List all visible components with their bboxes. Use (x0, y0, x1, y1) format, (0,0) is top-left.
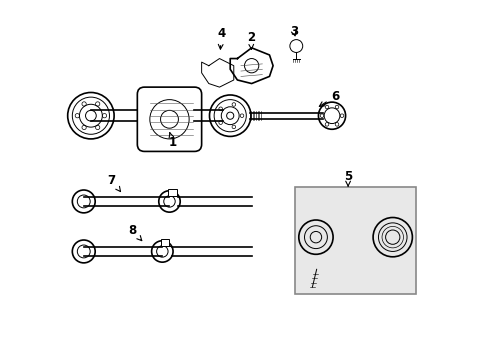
Text: 6: 6 (319, 90, 339, 107)
Text: 7: 7 (107, 174, 121, 192)
Text: 5: 5 (343, 170, 351, 186)
Text: 1: 1 (169, 133, 177, 149)
Bar (160, 239, 169, 246)
Text: 2: 2 (246, 31, 254, 49)
Text: 3: 3 (289, 25, 297, 38)
Text: 8: 8 (127, 224, 142, 240)
Text: 4: 4 (217, 27, 225, 49)
Bar (167, 189, 176, 196)
FancyBboxPatch shape (137, 87, 201, 152)
Bar (294, 187, 415, 294)
